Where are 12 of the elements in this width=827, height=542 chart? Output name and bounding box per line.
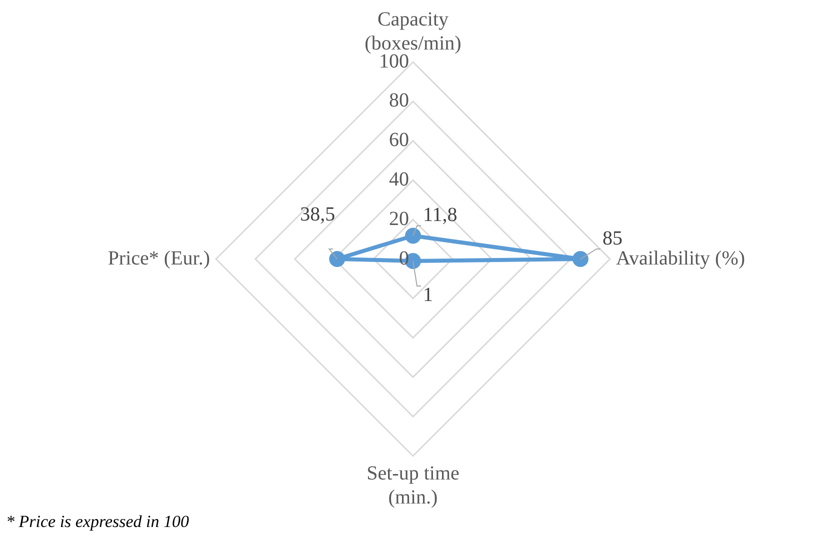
y-tick-label: 40 xyxy=(389,168,409,190)
y-tick-label: 80 xyxy=(389,90,409,112)
text: * Price is expressed in 100 xyxy=(6,512,190,532)
data-label: 1 xyxy=(423,284,433,306)
y-tick-label: 20 xyxy=(389,208,409,230)
spoke-label: Availability (%) xyxy=(616,247,746,270)
y-tick-label: 60 xyxy=(389,129,409,152)
spoke-label: Price* (Eur.) xyxy=(108,247,210,270)
data-label: 11,8 xyxy=(423,204,458,226)
data-label: 38,5 xyxy=(300,203,336,226)
data-label: 85 xyxy=(602,227,622,250)
spoke-label: Set-up time (min.) xyxy=(366,462,460,508)
